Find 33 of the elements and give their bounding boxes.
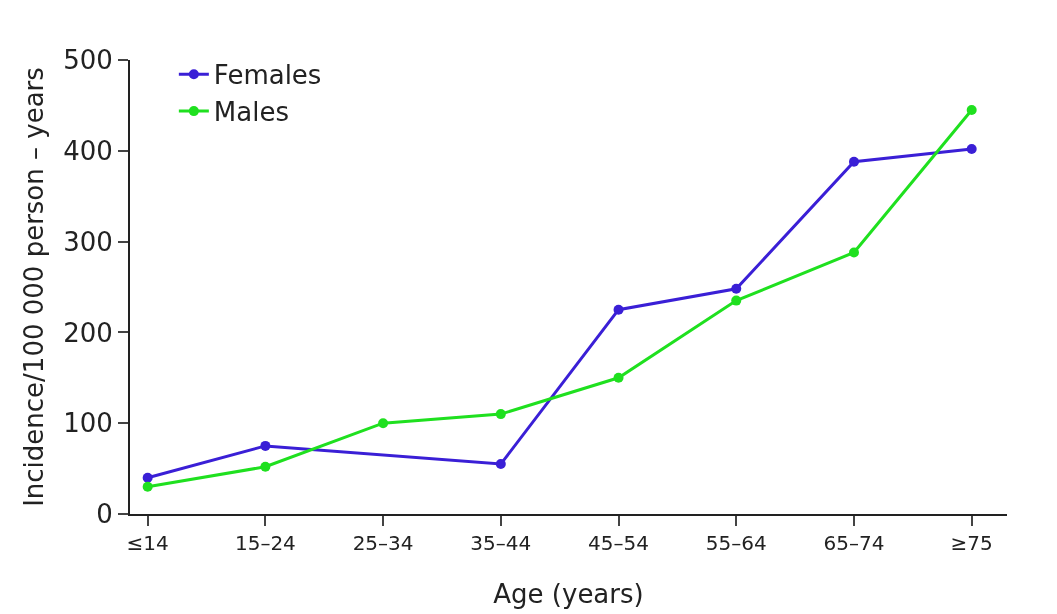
y-tick-label: 0 — [96, 499, 113, 530]
point — [731, 283, 742, 294]
point — [966, 104, 977, 115]
y-tick-label: 400 — [63, 135, 113, 166]
x-tick-label: 25–34 — [352, 531, 414, 555]
point — [378, 418, 389, 429]
x-axis-title: Age (years) — [493, 579, 644, 609]
point — [142, 472, 153, 483]
point — [731, 295, 742, 306]
point — [495, 409, 506, 420]
y-tick-label: 300 — [63, 226, 113, 257]
point — [260, 440, 271, 451]
point — [613, 304, 624, 315]
legend-label: Females — [213, 60, 322, 91]
x-tick-label: ≥75 — [950, 531, 993, 555]
legend-label: Males — [213, 97, 289, 128]
point — [848, 156, 859, 167]
y-tick-label: 200 — [63, 317, 113, 348]
y-axis-title: Incidence/100 000 person – years — [19, 67, 50, 507]
y-tick-label: 100 — [63, 408, 113, 439]
point — [142, 481, 153, 492]
point — [495, 459, 506, 470]
x-tick-label: ≤14 — [126, 531, 169, 555]
x-tick-label: 65–74 — [823, 531, 885, 555]
point — [848, 247, 859, 258]
x-tick-label: 35–44 — [470, 531, 532, 555]
x-tick-label: 55–64 — [705, 531, 767, 555]
point — [966, 143, 977, 154]
point — [613, 372, 624, 383]
y-tick-label: 500 — [63, 45, 113, 76]
x-tick-label: 45–54 — [588, 531, 649, 555]
point — [260, 461, 271, 472]
x-tick-label: 15–24 — [234, 531, 296, 555]
